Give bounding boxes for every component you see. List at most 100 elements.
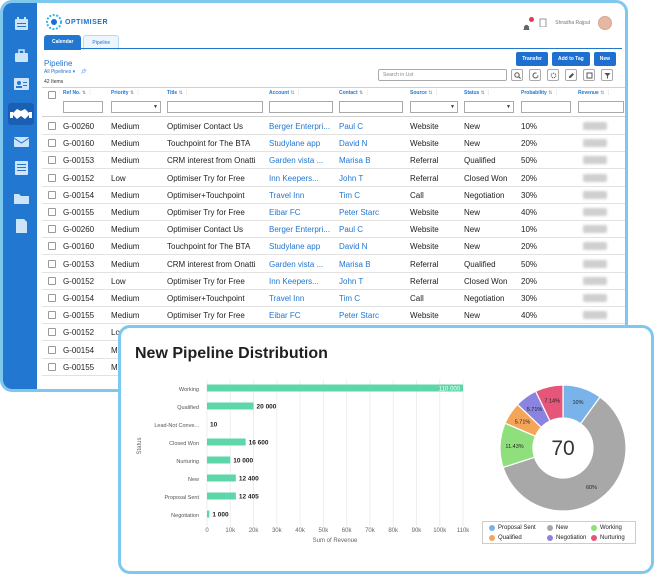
row-checkbox[interactable] <box>48 311 56 320</box>
filter-source-select[interactable]: ▼ <box>410 101 458 113</box>
logo[interactable]: OPTIMISER <box>45 11 108 33</box>
column-header-revenue[interactable]: Revenue ⇅ ⋮ <box>578 90 611 96</box>
row-checkbox[interactable] <box>48 225 56 234</box>
cell-contact[interactable]: Paul C <box>339 225 364 235</box>
refresh-icon[interactable] <box>529 69 541 81</box>
column-header-priority[interactable]: Priority ⇅ ⋮ <box>111 90 141 96</box>
list-icon[interactable] <box>14 161 29 175</box>
pin-icon[interactable]: 📌︎ <box>80 69 87 75</box>
cell-contact[interactable]: Tim C <box>339 190 361 200</box>
row-checkbox[interactable] <box>48 259 56 268</box>
legend-item[interactable]: Proposal Sent <box>489 525 536 531</box>
edit-icon[interactable] <box>565 69 577 81</box>
avatar[interactable] <box>598 16 612 30</box>
filter-priority-select[interactable]: ▼ <box>111 101 161 113</box>
column-header-contact[interactable]: Contact ⇅ ⋮ <box>339 90 370 96</box>
filter-ref-input[interactable] <box>63 101 103 113</box>
table-row[interactable]: G-00153 Medium CRM interest from Onatti Gar… <box>42 152 625 170</box>
row-checkbox[interactable] <box>48 190 56 199</box>
legend-item[interactable]: New <box>547 525 568 531</box>
legend-item[interactable]: Nurturing <box>591 535 625 541</box>
cell-account[interactable]: Berger Enterpri... <box>269 122 330 131</box>
table-row[interactable]: G-00154 Medium Optimiser+Touchpoint Travel … <box>42 290 625 307</box>
row-checkbox[interactable] <box>48 156 56 165</box>
cell-contact[interactable]: Paul C <box>339 122 364 131</box>
legend-item[interactable]: Negotiation <box>547 535 586 541</box>
cell-account[interactable]: Inn Keepers... <box>269 276 319 286</box>
column-header-source[interactable]: Source ⇅ ⋮ <box>410 90 439 96</box>
cell-account[interactable]: Travel Inn <box>269 294 305 303</box>
cell-account[interactable]: Travel Inn <box>269 190 305 200</box>
cell-account[interactable]: Garden vista ... <box>269 259 324 269</box>
document-icon[interactable] <box>14 219 29 233</box>
table-row[interactable]: G-00152 Low Optimiser Try for Free Inn Keep… <box>42 170 625 187</box>
legend-item[interactable]: Working <box>591 525 622 531</box>
briefcase-icon[interactable] <box>14 49 29 63</box>
clipboard-icon[interactable] <box>539 14 547 32</box>
table-row[interactable]: G-00160 Medium Touchpoint for The BTA Study… <box>42 238 625 256</box>
legend-item[interactable]: Qualified <box>489 535 522 541</box>
tab-pipeline[interactable]: Pipeline <box>83 35 120 50</box>
filter-contact-input[interactable] <box>339 101 403 113</box>
row-checkbox[interactable] <box>48 208 56 216</box>
handshake-icon[interactable] <box>8 103 34 125</box>
column-header-title[interactable]: Title ⇅ ⋮ <box>167 90 190 96</box>
search-icon[interactable] <box>511 69 523 81</box>
table-row[interactable]: G-00260 Medium Optimiser Contact Us Berger … <box>42 221 625 239</box>
search-input[interactable]: Search in List <box>378 69 507 81</box>
row-checkbox[interactable] <box>48 173 56 182</box>
export-icon[interactable] <box>583 69 595 81</box>
cell-contact[interactable]: Marisa B <box>339 259 371 269</box>
row-checkbox[interactable] <box>48 345 56 354</box>
column-header-probability[interactable]: Probability ⇅ ⋮ <box>521 90 559 96</box>
column-header-status[interactable]: Status ⇅ ⋮ <box>464 90 492 96</box>
table-row[interactable]: G-00160 Medium Touchpoint for The BTA Study… <box>42 135 625 153</box>
select-all-checkbox[interactable] <box>48 91 56 99</box>
table-row[interactable]: G-00155 Medium Optimiser Try for Free Eibar… <box>42 204 625 221</box>
tab-calendar[interactable]: Calendar <box>44 35 82 50</box>
cell-account[interactable]: Studylane app <box>269 139 321 149</box>
table-row[interactable]: G-00155 Medium Optimiser Try for Free Eibar… <box>42 307 625 325</box>
cell-contact[interactable]: Tim C <box>339 294 361 303</box>
filter-icon[interactable] <box>601 69 613 81</box>
cell-contact[interactable]: David N <box>339 242 368 252</box>
cell-account[interactable]: Eibar FC <box>269 208 301 217</box>
cell-contact[interactable]: Peter Starc <box>339 311 380 321</box>
contact-card-icon[interactable] <box>14 77 29 91</box>
transfer-button[interactable]: Transfer <box>516 52 548 66</box>
add-to-tag-button[interactable]: Add to Tag <box>551 52 590 66</box>
row-checkbox[interactable] <box>48 122 56 130</box>
cell-account[interactable]: Garden vista ... <box>269 156 324 166</box>
row-checkbox[interactable] <box>48 294 56 302</box>
filter-revenue-input[interactable] <box>578 101 624 113</box>
filter-title-input[interactable] <box>167 101 263 113</box>
table-row[interactable]: G-00260 Medium Optimiser Contact Us Berger … <box>42 118 625 135</box>
cell-contact[interactable]: Marisa B <box>339 156 371 166</box>
row-checkbox[interactable] <box>48 328 56 337</box>
table-row[interactable]: G-00152 Low Optimiser Try for Free Inn Keep… <box>42 273 625 290</box>
filter-status-select[interactable]: ▼ <box>464 101 514 113</box>
notification-bell-icon[interactable] <box>522 16 535 30</box>
row-checkbox[interactable] <box>48 276 56 285</box>
column-header-ref[interactable]: Ref No. ⇅ ⋮ <box>63 90 93 96</box>
folder-icon[interactable] <box>14 191 29 205</box>
row-checkbox[interactable] <box>48 362 56 371</box>
cell-contact[interactable]: John T <box>339 173 364 183</box>
column-header-account[interactable]: Account ⇅ ⋮ <box>269 90 301 96</box>
filter-probability-input[interactable] <box>521 101 571 113</box>
cell-contact[interactable]: David N <box>339 139 368 149</box>
calendar-icon[interactable] <box>14 17 29 31</box>
cell-account[interactable]: Berger Enterpri... <box>269 225 330 235</box>
table-row[interactable]: G-00154 Medium Optimiser+Touchpoint Travel … <box>42 187 625 204</box>
table-row[interactable]: G-00153 Medium CRM interest from Onatti Gar… <box>42 256 625 273</box>
cell-contact[interactable]: Peter Starc <box>339 208 380 217</box>
cell-account[interactable]: Eibar FC <box>269 311 301 321</box>
cell-account[interactable]: Studylane app <box>269 242 321 252</box>
mail-icon[interactable] <box>14 135 29 149</box>
row-checkbox[interactable] <box>48 242 56 251</box>
cell-contact[interactable]: John T <box>339 276 364 286</box>
new-button[interactable]: New <box>593 52 616 66</box>
gear-icon[interactable] <box>547 69 559 81</box>
pipeline-filter[interactable]: All Pipelines ▾ 📌︎ <box>44 69 87 75</box>
filter-account-input[interactable] <box>269 101 333 113</box>
